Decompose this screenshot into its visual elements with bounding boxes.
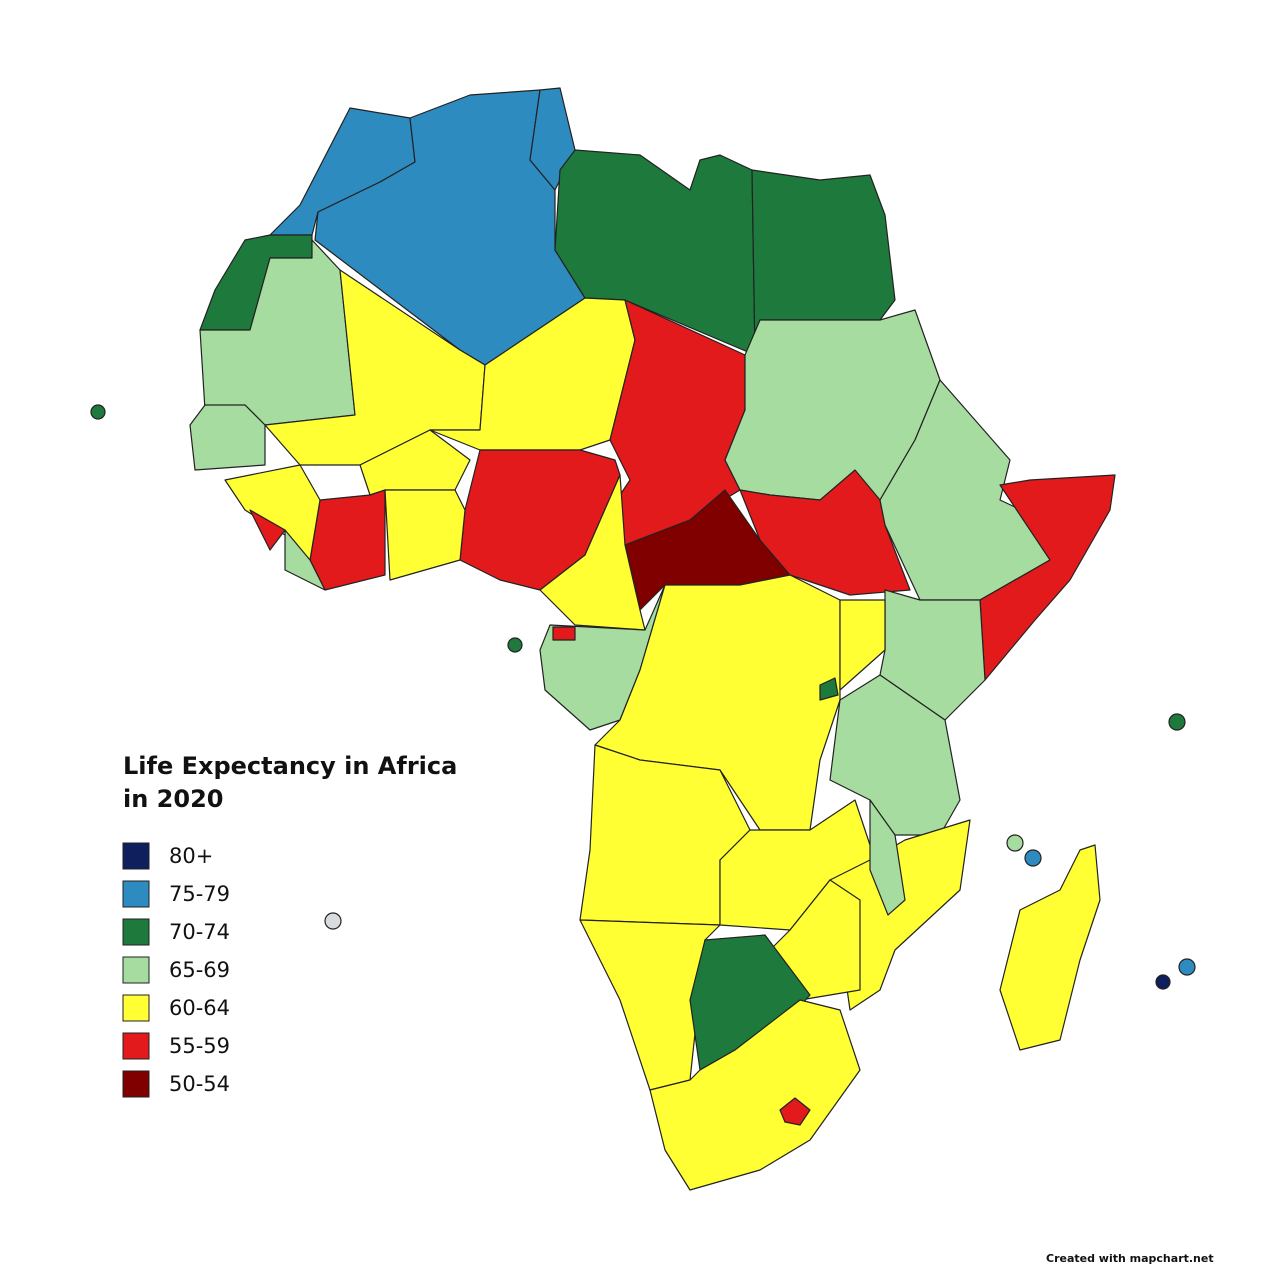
country [839, 599, 886, 691]
island [1155, 974, 1171, 990]
legend-label: 50-54 [169, 1072, 230, 1096]
legend-label: 65-69 [169, 958, 230, 982]
country [199, 239, 356, 426]
country [189, 404, 266, 471]
island [1006, 834, 1024, 852]
island [90, 404, 106, 420]
legend-label: 70-74 [169, 920, 230, 944]
country [819, 677, 839, 701]
country [979, 474, 1116, 681]
legend-swatch [122, 918, 150, 946]
countries [90, 87, 1196, 1191]
legend-swatch [122, 994, 150, 1022]
country [779, 1097, 811, 1126]
country [429, 297, 636, 451]
country [539, 474, 646, 631]
legend-swatch [122, 1032, 150, 1060]
country [384, 489, 466, 581]
country [999, 844, 1101, 1051]
island [507, 637, 523, 653]
legend-swatch [122, 956, 150, 984]
legend-label: 80+ [169, 844, 213, 868]
island [1168, 713, 1186, 731]
country [554, 149, 756, 356]
map-title: Life Expectancy in Africa in 2020 [123, 752, 458, 813]
island [324, 912, 342, 930]
legend-label: 60-64 [169, 996, 230, 1020]
legend-swatch [122, 880, 150, 908]
credit: Created with mapchart.net [1046, 1252, 1214, 1265]
country [869, 799, 906, 916]
legend: 80+ 75-79 70-74 65-69 60-64 55-59 50-54 [122, 842, 230, 1098]
legend-swatch [122, 1070, 150, 1098]
island [1024, 849, 1042, 867]
island [1178, 958, 1196, 976]
country [649, 999, 861, 1191]
country [309, 489, 386, 591]
country [879, 589, 986, 721]
legend-swatch [122, 842, 150, 870]
country [552, 626, 576, 641]
country [284, 529, 326, 591]
legend-label: 55-59 [169, 1034, 230, 1058]
country [249, 509, 286, 551]
legend-label: 75-79 [169, 882, 230, 906]
